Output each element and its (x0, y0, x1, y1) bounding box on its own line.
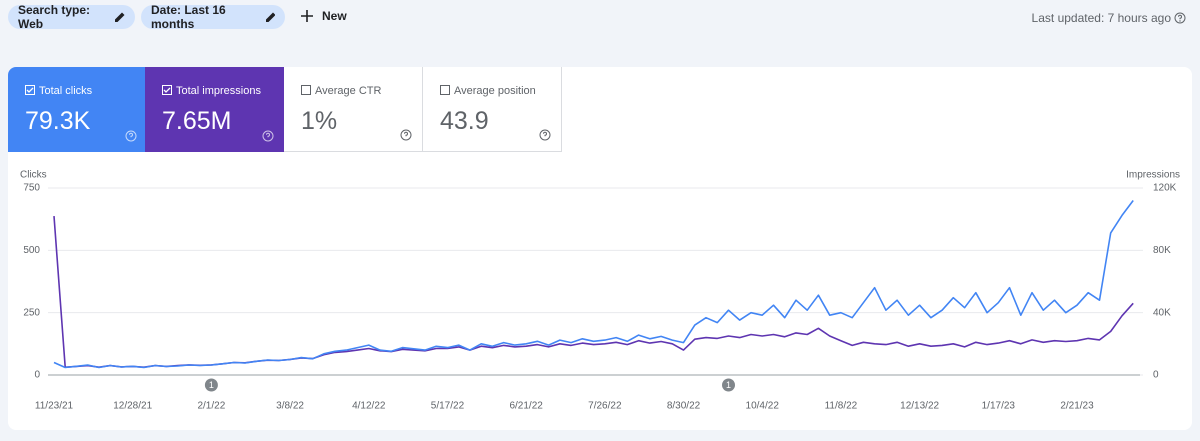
metric-value: 43.9 (440, 107, 489, 135)
x-tick-label: 7/26/22 (588, 401, 622, 412)
help-icon[interactable] (1174, 12, 1186, 24)
x-tick-label: 11/23/21 (35, 401, 74, 412)
metric-tile[interactable]: Total clicks 79.3K (8, 67, 147, 152)
plus-icon (301, 10, 313, 22)
y-tick-label: 500 (23, 245, 40, 256)
help-icon[interactable] (262, 130, 274, 142)
y-tick-label: 250 (23, 307, 40, 318)
metric-label: Average position (454, 85, 536, 97)
series-line (53, 200, 1134, 369)
x-tick-label: 2/1/22 (197, 401, 225, 412)
x-tick-label: 11/8/22 (825, 401, 858, 412)
x-tick-label: 1/17/23 (982, 401, 1016, 412)
metric-label: Average CTR (315, 85, 382, 97)
x-tick-label: 4/12/22 (352, 401, 386, 412)
y2-tick-label: 0 (1153, 370, 1159, 381)
metric-tile[interactable]: Average position 43.9 (423, 67, 562, 152)
metric-tile[interactable]: Average CTR 1% (284, 67, 423, 152)
performance-card: Total clicks 79.3K Total impressions 7.6… (8, 67, 1192, 430)
annotation-label: 1 (726, 380, 731, 390)
x-tick-label: 2/21/23 (1060, 401, 1094, 412)
filter-chip[interactable]: Search type: Web (8, 3, 135, 31)
y2-tick-label: 40K (1153, 307, 1171, 318)
metric-value: 7.65M (162, 107, 232, 135)
checkbox (25, 85, 35, 95)
x-tick-label: 3/8/22 (276, 401, 304, 412)
last-updated-text: Last updated: 7 hours ago (1031, 11, 1171, 25)
y2-axis-title: Impressions (1126, 170, 1180, 181)
checkbox (440, 85, 450, 95)
metric-label: Total impressions (176, 85, 261, 97)
metric-tile[interactable]: Total impressions 7.65M (145, 67, 284, 152)
y-tick-label: 0 (34, 370, 40, 381)
new-button[interactable]: New (300, 9, 347, 23)
x-tick-label: 6/21/22 (509, 401, 543, 412)
checkbox (162, 85, 172, 95)
y2-tick-label: 120K (1153, 183, 1177, 194)
x-tick-label: 12/13/22 (900, 401, 939, 412)
metric-value: 1% (301, 107, 338, 135)
x-tick-label: 8/30/22 (667, 401, 701, 412)
x-tick-label: 10/4/22 (746, 401, 780, 412)
chip-label: Date: Last 16 months (151, 3, 226, 31)
x-tick-label: 5/17/22 (431, 401, 465, 412)
edit-icon (265, 12, 275, 22)
edit-icon (115, 12, 125, 22)
annotation-marker (722, 378, 736, 392)
x-tick-label: 12/28/21 (113, 401, 152, 412)
annotation-marker (204, 378, 218, 392)
help-icon[interactable] (400, 129, 412, 141)
help-icon[interactable] (125, 130, 137, 142)
series-line (53, 216, 1134, 369)
chip-label: Search type: Web (18, 3, 91, 31)
help-icon[interactable] (539, 129, 551, 141)
last-updated: Last updated: 7 hours ago (1032, 11, 1186, 25)
annotation-label: 1 (209, 380, 214, 390)
filter-chip[interactable]: Date: Last 16 months (141, 3, 285, 31)
metric-label: Total clicks (39, 85, 93, 97)
checkbox (301, 85, 311, 95)
metric-value: 79.3K (25, 107, 91, 135)
y-axis-title: Clicks (20, 170, 47, 181)
new-label: New (322, 9, 347, 23)
y-tick-label: 750 (23, 183, 40, 194)
y2-tick-label: 80K (1153, 245, 1171, 256)
